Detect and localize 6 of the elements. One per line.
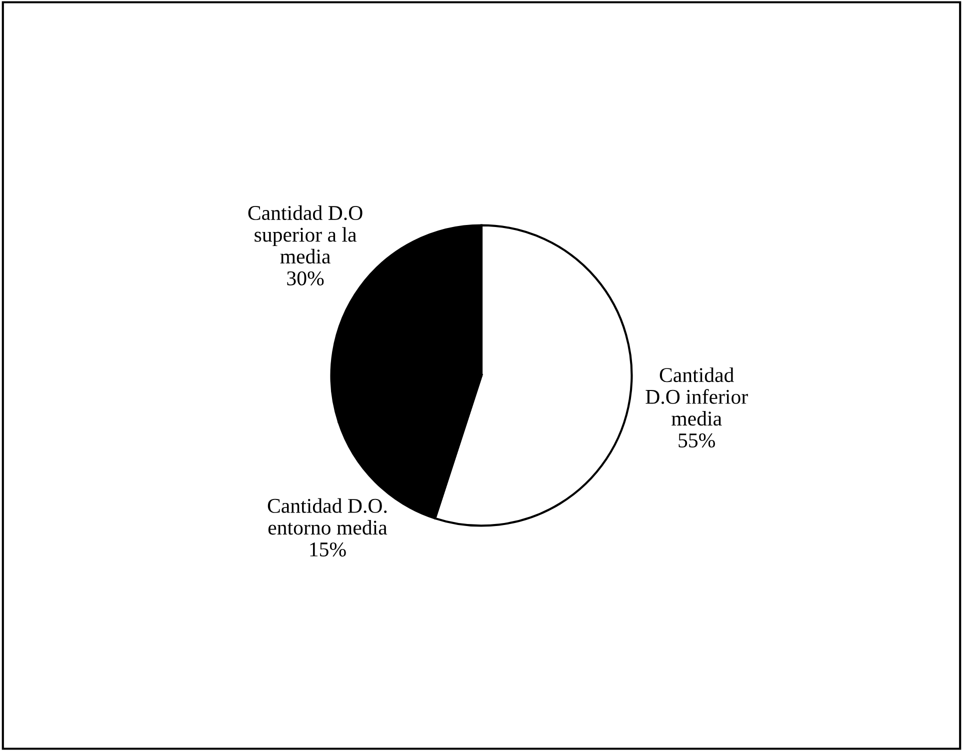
slice-label: Cantidad D.O inferior media	[646, 367, 748, 426]
slice-label: Cantidad D.O superior a la media	[248, 205, 362, 264]
data-label: 55%	[678, 433, 715, 448]
slice-label: Cantidad D.O. entorno media	[268, 498, 388, 535]
data-label: 15%	[310, 542, 346, 557]
data-label: 30%	[287, 271, 324, 286]
